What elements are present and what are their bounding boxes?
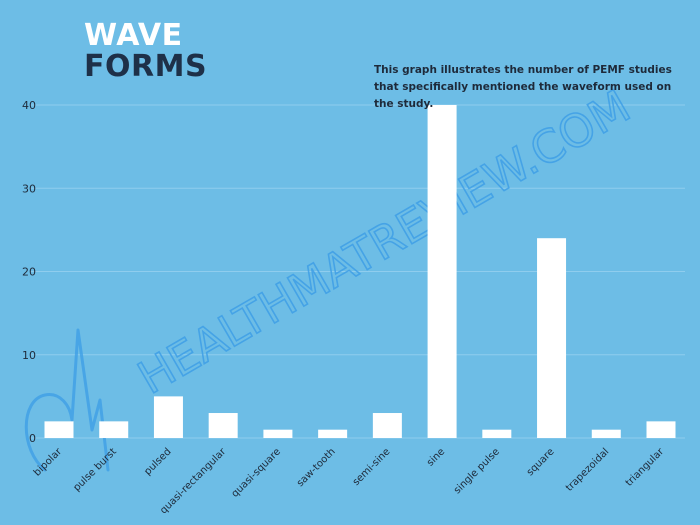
y-tick-label: 0 — [29, 432, 36, 445]
x-tick-label: trapezoidal — [564, 446, 611, 493]
bar-saw-tooth — [318, 429, 348, 438]
y-tick-label: 20 — [22, 266, 36, 279]
bar-sine — [427, 105, 457, 438]
x-axis-ticks: bipolar pulse burst pulsedquasi-rectangula… — [32, 446, 667, 517]
bar-pulse-burst — [99, 421, 129, 438]
y-tick-label: 30 — [22, 182, 36, 195]
y-axis-ticks: 0 10 20 30 40 — [22, 99, 36, 445]
bar-single-pulse — [482, 429, 512, 438]
page-title: WAVE FORMS — [84, 20, 207, 82]
bar-quasi-square — [263, 429, 293, 438]
bar-trapezoidal — [591, 429, 621, 438]
y-tick-label: 10 — [22, 349, 36, 362]
x-tick-label: semi-sine — [351, 446, 393, 488]
chart-subtitle: This graph illustrates the number of PEM… — [374, 64, 672, 110]
x-tick-label: quasi-square — [230, 446, 283, 499]
bar-semi-sine — [372, 413, 402, 438]
gridlines — [30, 104, 685, 439]
bar-pulsed — [153, 396, 183, 438]
bar-quasi-rectangular — [208, 413, 238, 438]
bar-triangular — [646, 421, 676, 438]
title-line-2: FORMS — [84, 49, 208, 84]
bars — [44, 105, 676, 438]
x-tick-label: square — [525, 446, 557, 478]
bar-bipolar — [44, 421, 74, 438]
x-tick-label: triangular — [624, 446, 667, 489]
heart-pulse-icon — [24, 328, 110, 472]
title-line-1: WAVE — [84, 18, 183, 53]
x-tick-label: single pulse — [452, 446, 502, 496]
bar-square — [537, 238, 567, 438]
x-tick-label: pulsed — [142, 446, 173, 477]
x-tick-label: sine — [425, 446, 447, 468]
y-tick-label: 40 — [22, 99, 36, 112]
x-tick-label: saw-tooth — [295, 446, 338, 489]
x-tick-label: pulse burst — [72, 446, 119, 493]
